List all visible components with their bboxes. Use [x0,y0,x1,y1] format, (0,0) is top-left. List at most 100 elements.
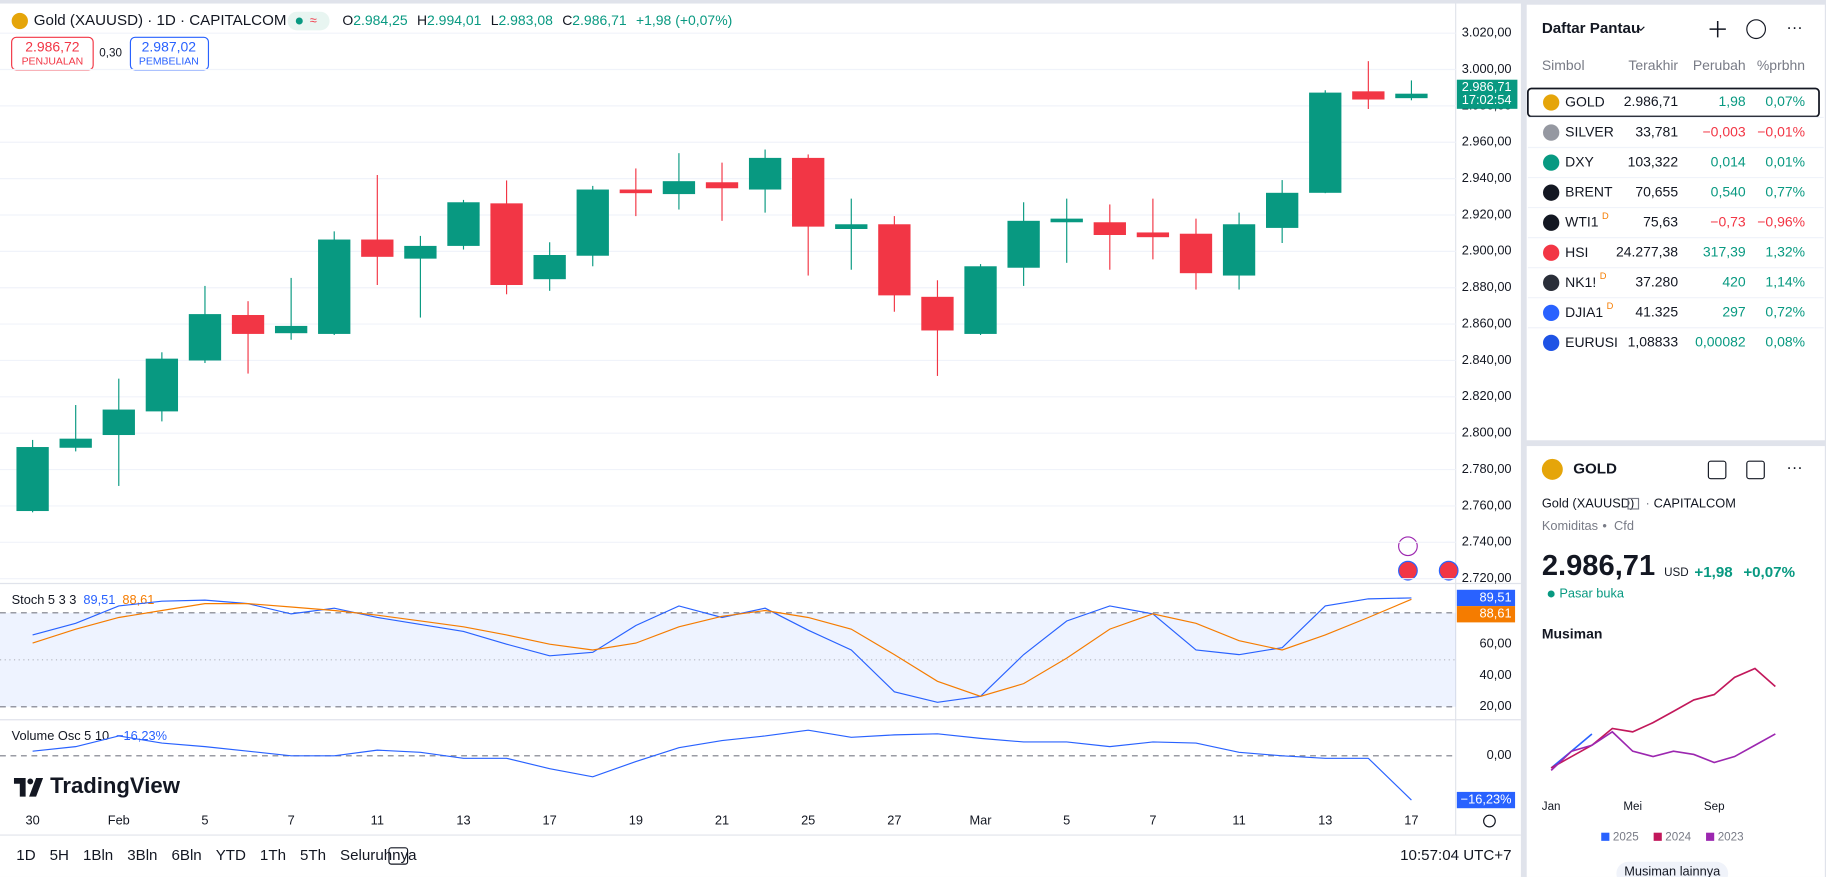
symbol-icon[interactable] [1543,154,1560,171]
x-tick-label: 5 [201,812,208,827]
last-price: 1,08833 [1628,334,1679,350]
last-value-box [1456,589,1516,607]
symbol-icon[interactable] [1543,214,1560,231]
symbol-icon[interactable] [1543,184,1560,201]
last-price: 33,781 [1635,123,1678,139]
candle-body [1309,92,1342,193]
details-name[interactable]: Gold (XAUUSD) [1542,496,1634,511]
range-button[interactable]: 1D [16,847,35,864]
x-tick-label: Mar [970,812,993,827]
more-icon[interactable]: ··· [1786,18,1802,36]
candle-body [835,224,868,229]
link-icon[interactable] [1627,497,1640,510]
pane-title: Volume Osc 5 10 −16,23% [12,729,167,744]
countdown: 17:02:54 [1462,92,1512,107]
symbol-icon[interactable] [1543,124,1560,141]
event-icon[interactable] [1398,536,1418,557]
event-icon[interactable] [1398,560,1418,581]
change-percent: −0,01% [1757,123,1805,139]
ohlc-value: 2.986,71 [572,12,627,28]
market-status: Pasar buka [1559,585,1625,600]
watchlist-panel [1526,4,1825,441]
column-header: %prbhn [1757,57,1805,73]
separator: • [1602,518,1606,533]
ohlc-label: L [491,12,499,28]
candle-body [447,202,480,246]
legend-label: 2024 [1665,830,1691,843]
more-button-label[interactable]: Musiman lainnya [1624,864,1721,877]
x-tick-label: 30 [25,812,39,827]
delay-flag: D [1602,211,1609,221]
watchlist-title[interactable]: Daftar Pantau [1542,20,1640,37]
candle-body [318,239,351,334]
range-button[interactable]: 3Bln [127,847,157,864]
symbol[interactable]: SILVER [1565,123,1614,139]
chart-icon[interactable] [1746,19,1767,40]
symbol-icon[interactable] [1543,274,1560,291]
change-percent: −0,96% [1757,213,1805,229]
add-icon[interactable] [1709,21,1726,38]
edit-icon[interactable] [1746,460,1765,480]
symbol[interactable]: HSI [1565,243,1588,259]
details-price: 2.986,71 [1542,550,1655,582]
symbol-icon [1541,458,1563,480]
legend-value: 89,51 [83,592,115,607]
chevron[interactable] [1636,26,1645,32]
event-icon[interactable] [1438,560,1459,581]
symbol-icon[interactable] [1543,304,1560,321]
symbol[interactable]: DJIA1 D [1565,301,1614,319]
y-tick-label: 60,00 [1480,636,1512,651]
symbol[interactable]: WTI1 D [1565,211,1609,229]
symbol[interactable]: EURUSI [1565,334,1618,350]
change-percent: 0,77% [1765,183,1805,199]
range-button[interactable]: 5H [50,847,69,864]
pane-title-text: Musiman [1542,625,1603,641]
last-price: 75,63 [1643,213,1678,229]
y-tick-label: 2.880,00 [1462,279,1512,294]
candle-body [1179,233,1213,274]
more-icon[interactable]: ··· [1786,459,1802,477]
candle-body [1050,218,1083,223]
legend-label: 2023 [1718,830,1744,843]
details-currency: USD [1664,566,1689,579]
candle-body [964,266,997,334]
column-header: Terakhir [1628,57,1678,73]
symbol-title[interactable]: Gold (XAUUSD) · 1D · CAPITALCOM [34,12,287,29]
symbol-icon[interactable] [1543,94,1560,111]
x-tick-label: 17 [543,812,557,827]
symbol-name: WTI1 [1565,213,1599,229]
ohlc-value: 2.983,08 [499,12,554,28]
symbol[interactable]: NK1! D [1565,271,1607,289]
column-header: Perubah [1693,57,1746,73]
layout-icon[interactable] [1707,460,1727,480]
symbol[interactable]: BRENT [1565,183,1613,199]
calendar-icon[interactable] [388,847,409,865]
symbol-icon[interactable] [1543,244,1560,261]
status-pill[interactable] [287,11,330,31]
series-line [1550,730,1776,771]
legend-swatch [1601,832,1610,841]
symbol[interactable]: DXY [1565,153,1594,169]
more-button[interactable] [1616,861,1729,877]
range-button[interactable]: YTD [216,847,246,864]
range-button[interactable]: Seluruhnya [340,847,417,864]
range-button[interactable]: 1Bln [83,847,113,864]
x-tick-label: 11 [1232,812,1245,827]
symbol-name: GOLD [1565,93,1605,109]
x-tick-label: 13 [1318,812,1332,827]
symbol-icon[interactable] [1543,334,1560,352]
details-exchange: CAPITALCOM [1654,496,1736,511]
pane-title-text: Stoch 5 3 3 [12,592,77,607]
y-tick-label: 2.920,00 [1462,206,1512,221]
last-price: 103,322 [1628,153,1679,169]
candle-body [231,315,265,334]
last-value-label: 89,51 [1480,589,1512,604]
sell-label: PENJUALAN [22,57,84,68]
settings-icon[interactable] [1483,814,1496,828]
symbol[interactable]: GOLD [1565,93,1605,109]
range-button[interactable]: 5Th [300,847,326,864]
range-button[interactable]: 6Bln [171,847,201,864]
range-button[interactable]: 1Th [260,847,286,864]
details-panel [1526,446,1825,877]
last-value-label: 88,61 [1480,606,1512,621]
